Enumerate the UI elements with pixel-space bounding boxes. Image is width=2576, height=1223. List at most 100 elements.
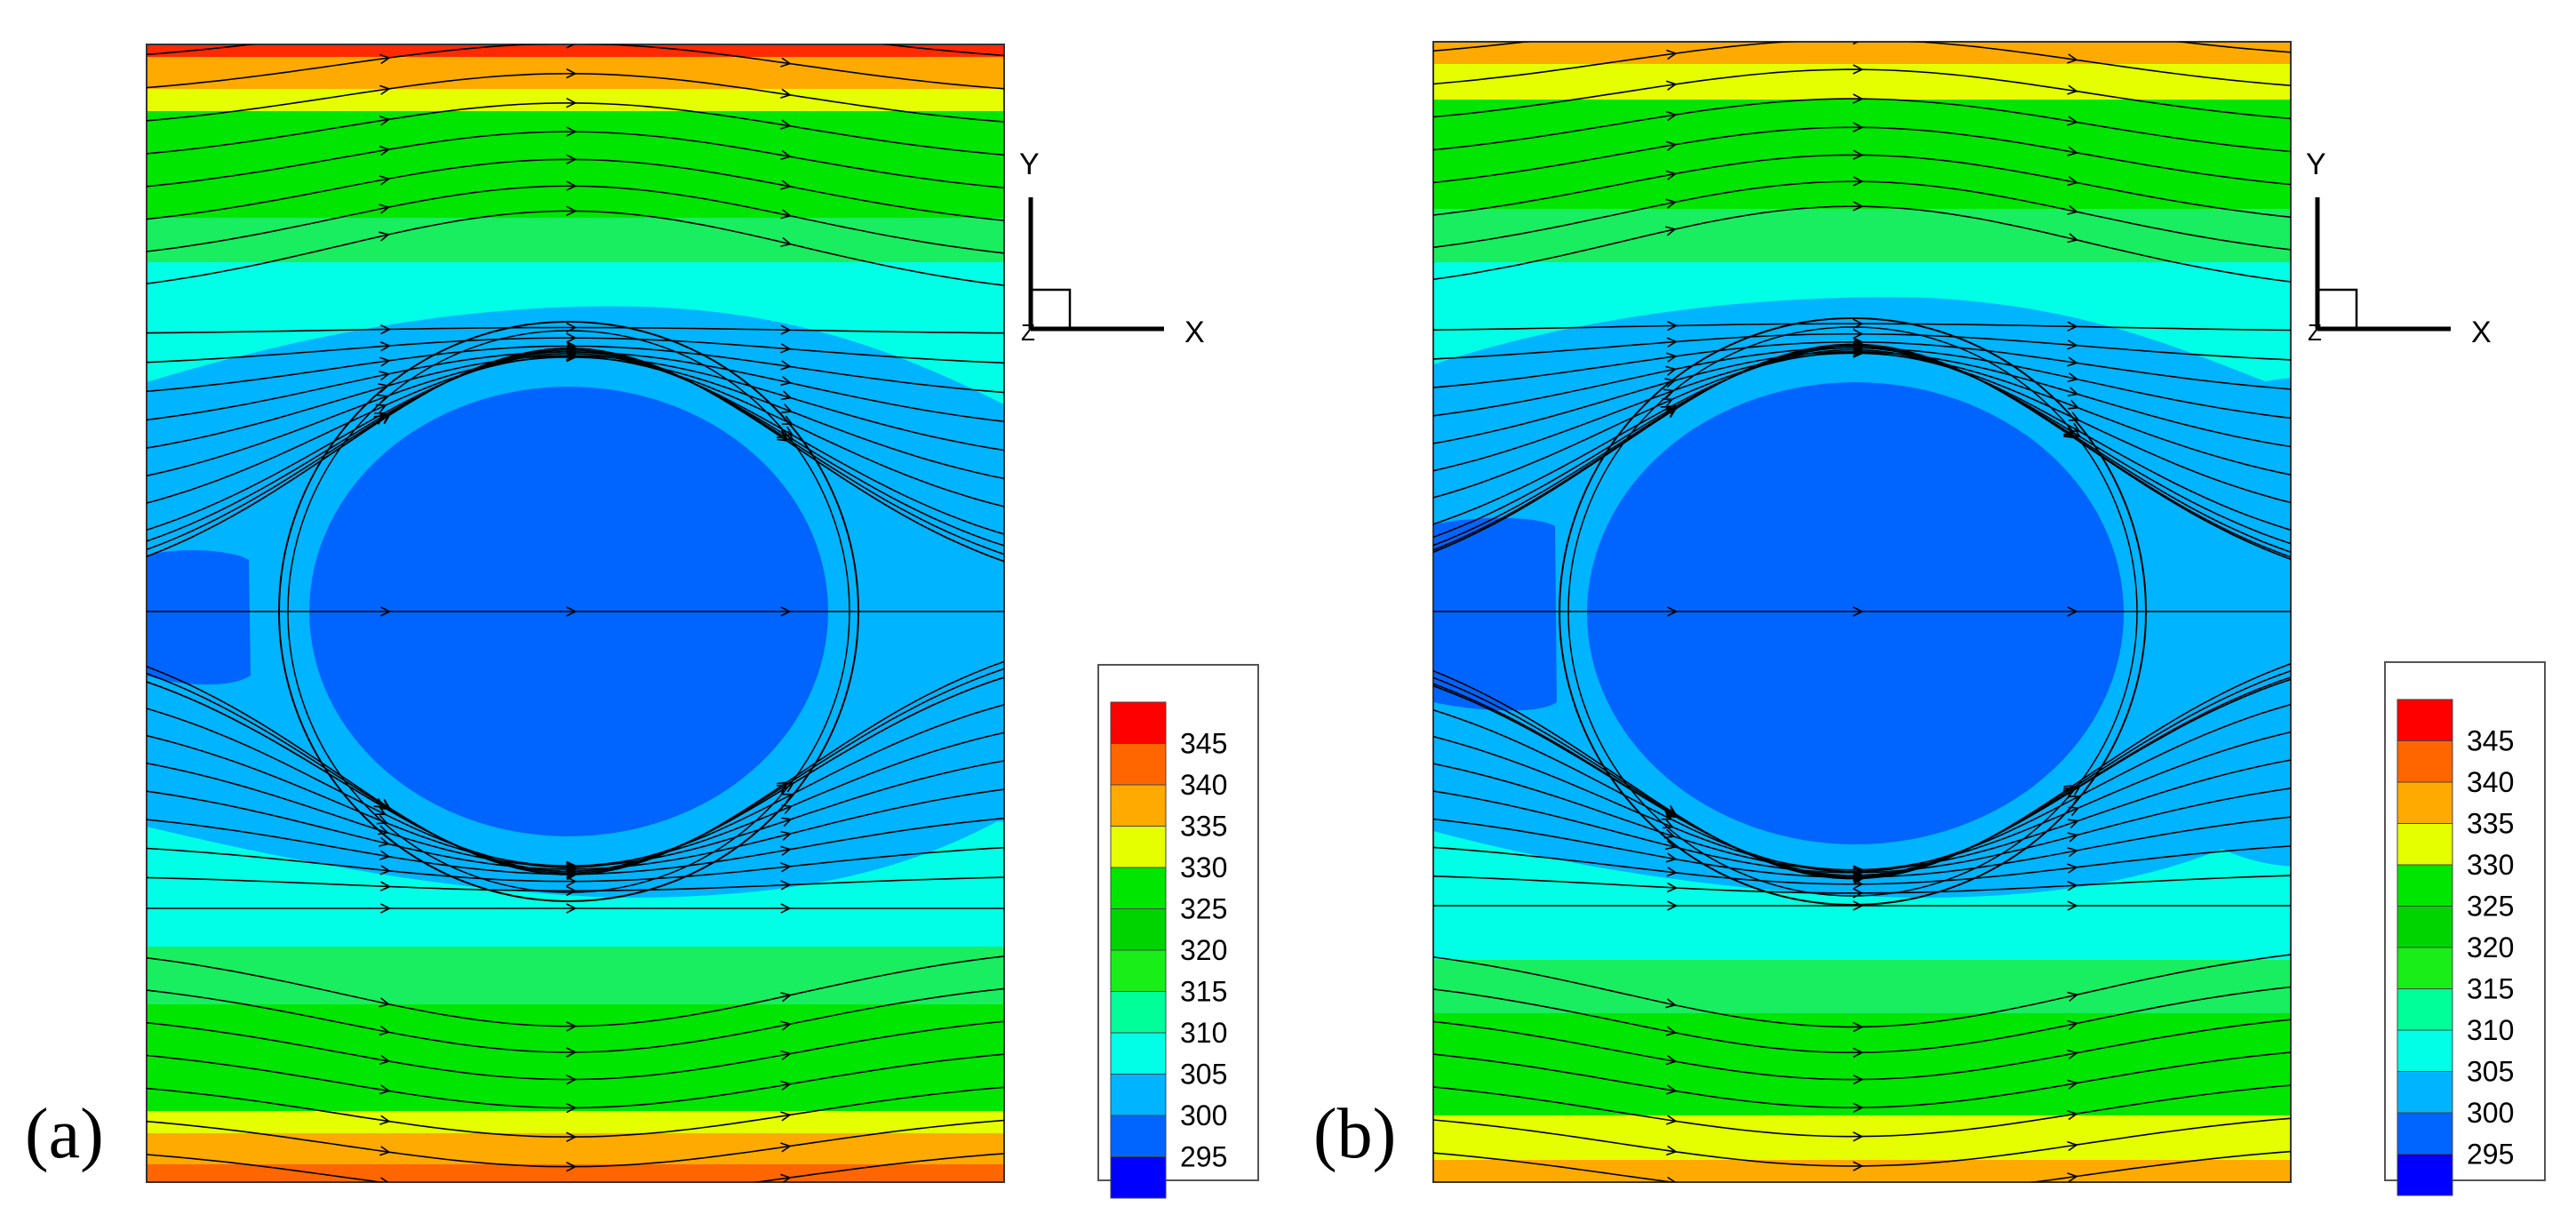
streamline-arrow (780, 992, 793, 1003)
colorbar-label: 310 (1180, 1017, 1227, 1049)
band-b-330-top (1433, 100, 2291, 215)
streamline-arrow (566, 322, 578, 333)
streamline-arrow (566, 1193, 575, 1202)
streamline (147, 1153, 1004, 1182)
streamline-arrow (379, 371, 391, 381)
band-b-315-top (1433, 209, 2291, 267)
colorbar-label: 295 (1180, 1141, 1227, 1173)
streamline-arrow (376, 814, 388, 825)
streamline-arrow (2063, 784, 2076, 795)
streamline-arrow (566, 903, 578, 914)
streamline (1433, 1150, 2291, 1182)
streamline-arrow (783, 782, 794, 793)
streamline-arrow (566, 332, 578, 343)
colorbar-label: 310 (2467, 1014, 2514, 1046)
streamline-arrow (379, 1146, 391, 1156)
triad-a-x-label: X (1184, 316, 1205, 349)
streamline-arrow (566, 126, 578, 137)
streamline-arrow (2067, 880, 2078, 891)
streamline-arrow (2067, 204, 2079, 215)
colorbar-swatch (2397, 947, 2453, 989)
streamline-arrow (566, 606, 578, 617)
streamline-arrow (1663, 388, 1675, 399)
band-a-340-top (147, 57, 1004, 94)
axis-triad-a: Y X Z (1019, 148, 1205, 349)
panel-label-b: (b) (1313, 1095, 1396, 1173)
streamline-arrow (780, 817, 793, 827)
streamline-arrow (566, 885, 578, 897)
streamline-arrow (377, 825, 389, 835)
streamline-arrow (1666, 49, 1678, 60)
streamline-arrow (780, 209, 793, 220)
streamline-arrow (566, 205, 578, 217)
streamline-arrow (780, 149, 792, 161)
streamline-arrow (2069, 795, 2081, 805)
streamline-arrow (780, 903, 792, 914)
streamline-arrow (379, 356, 391, 367)
colorbar-swatch (2397, 864, 2453, 907)
streamline-arrow (379, 145, 391, 156)
streamline-arrow (1665, 365, 1678, 376)
colorbar-label: 335 (1180, 811, 1227, 843)
streamline-arrow (1665, 80, 1678, 91)
streamline-arrow (1666, 1145, 1678, 1156)
streamline-arrow (379, 1054, 391, 1066)
streamline-arrow (1853, 1021, 1864, 1033)
colorbar-swatch (1110, 991, 1167, 1034)
streamline-arrow (782, 793, 794, 803)
streamline-arrow (1665, 1055, 1678, 1066)
streamline-arrow (2067, 1049, 2078, 1059)
streamline-arrow (2067, 1109, 2078, 1121)
streamline-arrow (566, 98, 578, 108)
streamline-arrow (373, 798, 386, 808)
streamline-arrow (1853, 1192, 1862, 1201)
streamline-arrow (379, 1025, 391, 1036)
colorbar-swatch (2397, 781, 2453, 824)
streamline-arrow (2068, 806, 2080, 817)
streamline (1433, 1185, 2291, 1219)
streamline-arrow (780, 343, 792, 354)
streamline-arrow (566, 1102, 578, 1114)
streamline-arrow (780, 1173, 792, 1182)
streamline-arrow (1663, 819, 1674, 829)
streamline-arrow (780, 1111, 792, 1122)
streamline-arrow (1853, 1047, 1864, 1058)
colorbar-label: 320 (1180, 934, 1227, 966)
streamline-arrow (378, 836, 390, 847)
streamline-arrow (2067, 387, 2079, 397)
axis-triad-b: Y X Z (2306, 148, 2492, 349)
streamline-arrow (780, 119, 792, 130)
inlet-pocket-b-300 (1433, 517, 1557, 711)
colorbar-label: 305 (2467, 1056, 2514, 1088)
streamline-arrow (1665, 1084, 1678, 1095)
streamline-arrow (780, 324, 792, 335)
streamline-arrow (2067, 372, 2079, 383)
colorbar-swatch (1110, 1115, 1167, 1157)
streamline-arrow (379, 850, 391, 860)
streamline (1433, 42, 2291, 86)
panel-a (146, 9, 1005, 1202)
streamline-arrow (780, 27, 790, 36)
streamline-arrow (781, 404, 793, 413)
streamline-arrow (566, 9, 575, 18)
streamline-arrow (1853, 1102, 1864, 1113)
colorbar-swatch (2397, 1071, 2453, 1114)
streamline-arrow (780, 236, 793, 247)
streamline-arrow (780, 360, 792, 371)
colorbar-label: 305 (1180, 1059, 1227, 1091)
streamline-arrow (1665, 170, 1678, 180)
streamline-arrow (1666, 882, 1679, 893)
streamline-arrow (566, 180, 578, 191)
streamlines-a (147, 9, 1004, 1202)
band-a-330-bottom (147, 1004, 1004, 1115)
streamline-arrow (379, 865, 391, 875)
streamline-arrow (566, 154, 578, 164)
streamline-arrow (1853, 339, 1864, 349)
streamline-arrow (1665, 852, 1678, 863)
streamline (147, 44, 1004, 90)
streamline-arrow (2069, 422, 2081, 433)
streamline-arrow (1853, 1074, 1864, 1085)
streamline-arrow (2067, 832, 2079, 843)
band-b-340-bottom (1433, 1160, 2291, 1182)
